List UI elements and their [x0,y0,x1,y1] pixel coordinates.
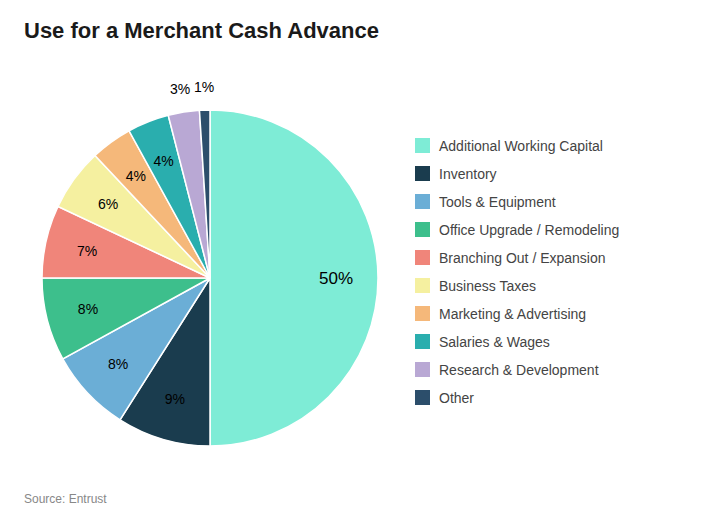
legend-swatch [415,138,430,153]
legend-item: Other [415,390,474,406]
legend: Additional Working Capital Inventory Tools… [415,138,619,406]
legend-label: Tools & Equipment [439,194,556,210]
legend-swatch [415,166,430,181]
data-label: 4% [153,153,173,169]
data-label: 8% [108,356,128,372]
data-label: 8% [78,301,98,317]
legend-item: Inventory [415,166,497,182]
legend-swatch [415,278,430,293]
annotation: Source: Entrust [24,492,107,506]
legend-item: Research & Development [415,362,599,378]
legend-swatch [415,306,430,321]
pie [42,110,378,446]
data-label: 1% [194,79,214,95]
legend-label: Inventory [439,166,497,182]
legend-label: Additional Working Capital [439,138,603,154]
legend-swatch [415,222,430,237]
legend-label: Other [439,390,474,406]
legend-label: Office Upgrade / Remodeling [439,222,619,238]
legend-label: Branching Out / Expansion [439,250,606,266]
slice [168,110,210,278]
legend-item: Office Upgrade / Remodeling [415,222,619,238]
data-label: 4% [126,168,146,184]
legend-item: Tools & Equipment [415,194,556,210]
legend-item: Business Taxes [415,278,536,294]
legend-item: Additional Working Capital [415,138,603,154]
data-label: 3% [170,81,190,97]
legend-item: Salaries & Wages [415,334,550,350]
data-label: 7% [77,243,97,259]
slice [199,110,210,278]
legend-label: Salaries & Wages [439,334,550,350]
legend-swatch [415,334,430,349]
data-labels: 50% 9% 8% 8% 7% 6% 4% 4% 3%1% [77,79,353,407]
slice [210,110,378,446]
data-label: 6% [98,196,118,212]
legend-item: Marketing & Advertising [415,306,586,322]
legend-swatch [415,362,430,377]
chart: Use for a Merchant Cash Advance Source: E… [0,0,720,513]
title: Use for a Merchant Cash Advance [24,18,379,43]
legend-item: Branching Out / Expansion [415,250,606,266]
legend-swatch [415,390,430,405]
legend-label: Marketing & Advertising [439,306,586,322]
legend-swatch [415,250,430,265]
slice [42,278,210,359]
legend-label: Research & Development [439,362,599,378]
data-label: 9% [165,391,185,407]
legend-swatch [415,194,430,209]
legend-label: Business Taxes [439,278,536,294]
data-label: 50% [319,269,353,288]
